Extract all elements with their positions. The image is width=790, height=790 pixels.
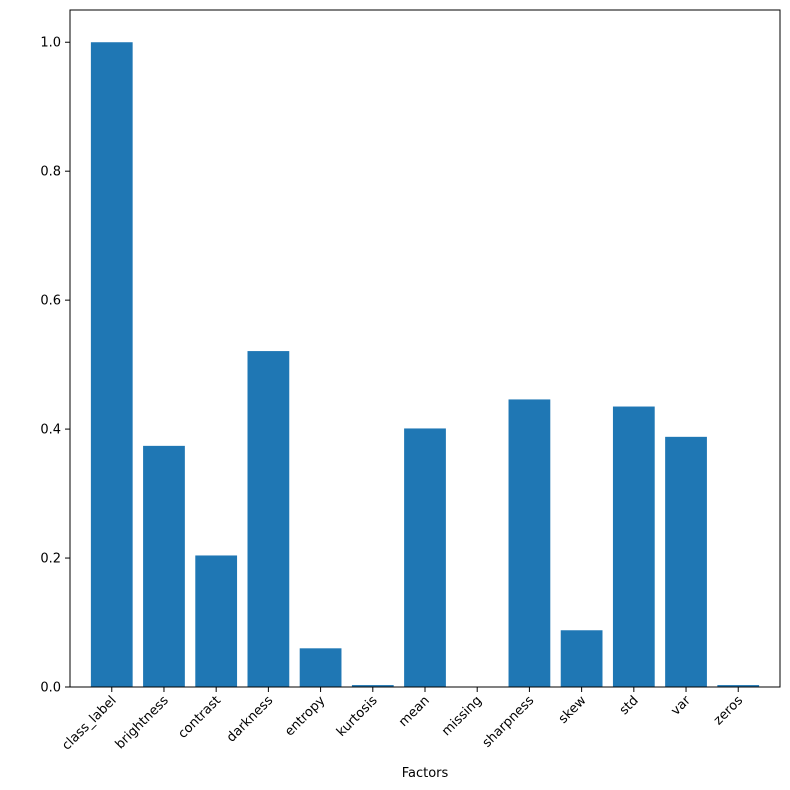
bar-darkness	[247, 351, 290, 687]
bar-zeros	[717, 685, 760, 687]
bar-class-label	[90, 42, 133, 687]
y-tick-label: 0.6	[40, 294, 61, 309]
x-tick-label: skew	[556, 693, 590, 727]
x-tick-label: std	[617, 693, 642, 718]
bar-std	[612, 406, 655, 687]
x-tick-label: zeros	[711, 693, 746, 728]
x-tick-label: class_label	[59, 693, 119, 753]
bar-mean	[404, 428, 446, 687]
x-tick-label: darkness	[224, 693, 276, 745]
bars-group	[90, 42, 760, 687]
x-tick-label: brightness	[113, 693, 172, 752]
x-tick-label: missing	[439, 693, 485, 739]
bar-brightness	[143, 445, 185, 687]
x-tick-label: mean	[396, 693, 433, 730]
y-tick-label: 0.8	[40, 165, 61, 180]
bar-kurtosis	[351, 685, 394, 687]
bar-contrast	[195, 555, 238, 687]
x-tick-label: contrast	[175, 693, 224, 742]
y-tick-label: 0.0	[40, 681, 61, 696]
y-tick-label: 0.2	[40, 552, 61, 567]
x-tick-label: var	[668, 693, 694, 719]
bar-sharpness	[508, 399, 551, 687]
bar-entropy	[299, 648, 342, 687]
x-axis-label: Factors	[402, 766, 449, 781]
x-tick-label: entropy	[282, 693, 328, 739]
bar-var	[665, 436, 707, 687]
y-axis: 0.0 0.2 0.4 0.6 0.8 1.0	[40, 36, 70, 696]
y-tick-label: 0.4	[40, 423, 61, 438]
bar-skew	[560, 630, 603, 687]
x-tick-label: kurtosis	[334, 693, 381, 740]
x-tick-label: sharpness	[480, 693, 538, 751]
y-tick-label: 1.0	[40, 36, 61, 51]
plot-frame	[69, 9, 781, 688]
